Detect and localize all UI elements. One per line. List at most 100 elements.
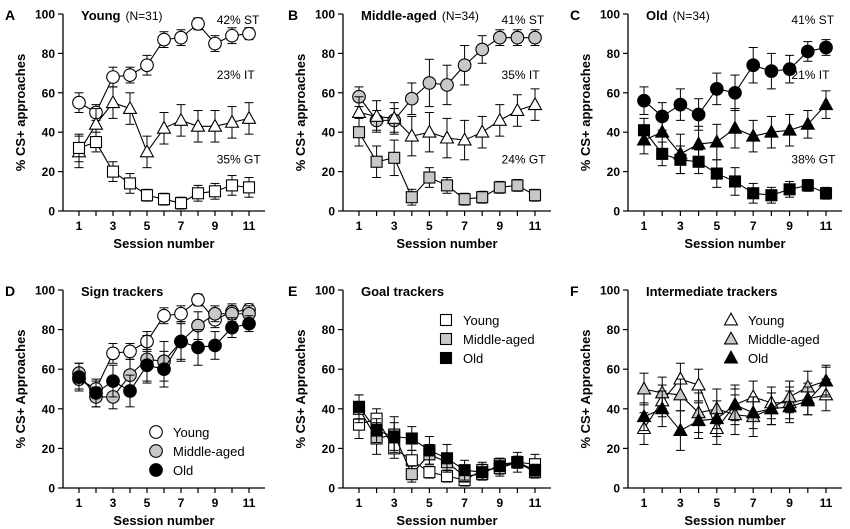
data-point bbox=[174, 306, 188, 321]
series-old bbox=[636, 366, 834, 451]
data-point bbox=[458, 193, 471, 206]
data-point bbox=[404, 91, 419, 106]
y-tick-label: 80 bbox=[42, 323, 56, 337]
x-axis-label: Session number bbox=[396, 236, 497, 251]
panel-a: A Young (N=31) 0 20 40 60 80 100 1 3 5 7 9 11 Session n… bbox=[5, 7, 265, 251]
data-point bbox=[492, 112, 508, 126]
y-tick-label: 60 bbox=[607, 363, 621, 377]
legend-label: Old bbox=[173, 463, 193, 478]
data-point bbox=[191, 293, 205, 307]
legend-label: Young bbox=[173, 425, 209, 440]
data-point bbox=[174, 334, 188, 349]
data-point bbox=[801, 179, 814, 192]
x-tick-label: 1 bbox=[76, 219, 83, 233]
panel-letter: D bbox=[5, 283, 15, 299]
data-point bbox=[174, 30, 188, 45]
data-point bbox=[673, 422, 688, 437]
legend-label: Young bbox=[463, 313, 499, 328]
legend-label: Old bbox=[463, 351, 483, 366]
data-point bbox=[800, 116, 816, 130]
panel-letter: C bbox=[570, 7, 580, 23]
x-tick-label: 7 bbox=[750, 219, 757, 233]
data-point bbox=[764, 400, 779, 415]
panel-letter: E bbox=[288, 283, 297, 299]
data-point bbox=[191, 16, 205, 31]
x-tick-label: 11 bbox=[529, 496, 542, 510]
panel-b: B Middle-aged (N=34) 0 20 40 60 80 100 1 3 5 7 9 11 Ses… bbox=[288, 7, 551, 251]
data-point bbox=[476, 191, 489, 204]
y-tick-label: 20 bbox=[322, 165, 336, 179]
data-point bbox=[709, 134, 725, 148]
data-point bbox=[746, 58, 761, 73]
y-tick-label: 60 bbox=[607, 86, 621, 100]
annotation: 41% ST bbox=[502, 13, 545, 27]
x-tick-label: 9 bbox=[496, 219, 503, 233]
y-tick-label: 100 bbox=[600, 284, 620, 298]
data-point bbox=[475, 42, 490, 57]
data-point bbox=[728, 85, 742, 100]
x-tick-label: 1 bbox=[356, 496, 363, 510]
data-point bbox=[225, 320, 239, 335]
data-point bbox=[122, 100, 138, 115]
data-point bbox=[225, 179, 239, 192]
x-axis-label: Session number bbox=[396, 513, 497, 528]
data-point bbox=[818, 96, 834, 111]
legend-marker bbox=[149, 463, 163, 477]
x-axis-label: Session number bbox=[684, 236, 785, 251]
data-point bbox=[692, 155, 705, 168]
data-point bbox=[691, 136, 706, 150]
data-point bbox=[492, 30, 507, 45]
data-point bbox=[352, 126, 366, 139]
y-axis-label: % CS+ approaches bbox=[13, 54, 28, 171]
y-tick-label: 60 bbox=[42, 363, 56, 377]
y-tick-label: 0 bbox=[328, 205, 335, 219]
legend-label: Old bbox=[748, 351, 768, 366]
legend-marker bbox=[439, 313, 453, 327]
x-tick-label: 1 bbox=[641, 219, 648, 233]
series-it bbox=[351, 88, 543, 161]
y-tick-label: 100 bbox=[35, 284, 55, 298]
data-point bbox=[747, 187, 760, 200]
data-point bbox=[140, 358, 154, 373]
panel-title: Young bbox=[81, 8, 121, 23]
legend: Young Middle-aged Old bbox=[149, 425, 245, 478]
data-point bbox=[105, 94, 121, 109]
data-point bbox=[710, 167, 723, 180]
panel-letter: B bbox=[288, 7, 298, 23]
x-tick-label: 11 bbox=[529, 219, 542, 233]
x-tick-label: 7 bbox=[461, 496, 468, 510]
data-point bbox=[174, 197, 188, 210]
data-point bbox=[528, 189, 542, 202]
data-point bbox=[476, 466, 489, 479]
data-point bbox=[765, 189, 778, 202]
panel-title: Sign trackers bbox=[81, 284, 163, 299]
y-tick-label: 0 bbox=[613, 482, 620, 496]
data-point bbox=[370, 424, 383, 437]
x-tick-label: 3 bbox=[110, 219, 117, 233]
legend-marker bbox=[723, 331, 739, 345]
x-axis-label: Session number bbox=[113, 513, 214, 528]
y-tick-label: 80 bbox=[322, 323, 336, 337]
data-point bbox=[173, 112, 189, 126]
legend-marker bbox=[439, 332, 453, 346]
annotation: 41% ST bbox=[791, 13, 834, 27]
x-tick-label: 1 bbox=[356, 219, 363, 233]
legend-marker bbox=[723, 312, 739, 326]
data-point bbox=[242, 316, 256, 331]
data-point bbox=[123, 177, 137, 190]
data-point bbox=[369, 108, 384, 122]
data-point bbox=[140, 189, 154, 202]
x-tick-label: 1 bbox=[76, 496, 83, 510]
data-point bbox=[106, 346, 120, 361]
data-point bbox=[89, 136, 103, 149]
y-tick-label: 40 bbox=[607, 402, 621, 416]
legend: Young Middle-aged Old bbox=[439, 313, 535, 366]
y-tick-label: 40 bbox=[322, 126, 336, 140]
data-point bbox=[139, 143, 155, 158]
y-tick-label: 20 bbox=[42, 442, 56, 456]
data-point bbox=[242, 26, 256, 41]
y-tick-label: 0 bbox=[613, 205, 620, 219]
series-gt bbox=[72, 131, 256, 210]
annotation: 23% IT bbox=[217, 68, 256, 82]
